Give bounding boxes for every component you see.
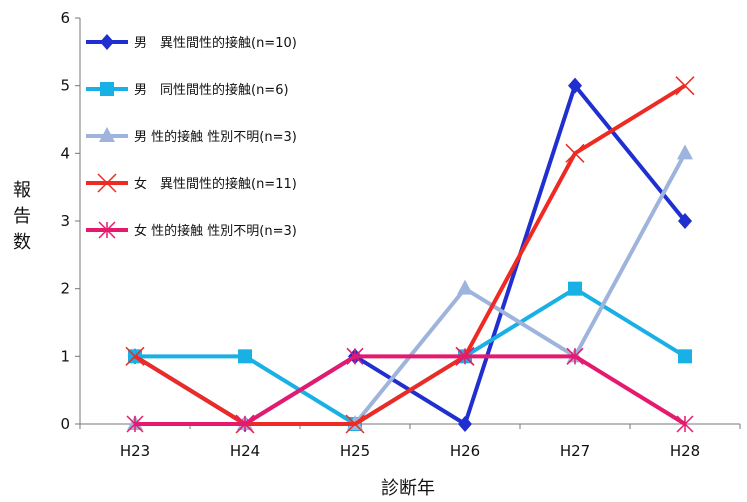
data-point-marker (676, 415, 694, 433)
series-line (133, 83, 687, 426)
data-point-marker (568, 281, 582, 296)
x-tick-label: H26 (450, 442, 480, 460)
data-point-marker (565, 143, 585, 163)
y-tick-label: 1 (60, 347, 70, 365)
data-point-marker (236, 415, 254, 433)
data-point-marker (125, 346, 145, 366)
x-tick-label: H28 (670, 442, 700, 460)
legend-entry: 男 同性間性的接触(n=6) (86, 82, 289, 98)
y-tick-label: 5 (60, 77, 70, 95)
x-tick-label: H27 (560, 442, 590, 460)
series-line (135, 152, 687, 426)
data-point-marker (458, 416, 472, 432)
data-point-marker (99, 127, 115, 142)
data-point-marker (678, 213, 692, 229)
data-point-marker (675, 76, 695, 96)
data-point-marker (566, 347, 584, 365)
legend-label: 女 異性間性的接触(n=11) (134, 176, 297, 192)
legend: 男 異性間性的接触(n=10) 男 同性間性的接触(n=6) 男 性的接触 性別不明… (86, 34, 297, 239)
data-point-marker (97, 173, 117, 193)
data-point-marker (98, 221, 116, 239)
data-point-marker (126, 415, 144, 433)
data-point-marker (456, 347, 474, 365)
x-tick-label: H25 (340, 442, 370, 460)
y-tick-label: 6 (60, 9, 70, 27)
legend-entry: 男 異性間性的接触(n=10) (86, 34, 297, 51)
data-point-marker (100, 82, 114, 96)
legend-label: 男 同性間性的接触(n=6) (134, 82, 289, 98)
y-axis-title-char: 数 (13, 232, 31, 253)
y-axis-title-char: 告 (13, 206, 31, 227)
series-5 (126, 347, 694, 433)
legend-label: 男 性的接触 性別不明(n=3) (134, 129, 297, 145)
data-point-marker (568, 77, 582, 94)
y-axis-title-char: 報 (13, 180, 31, 201)
x-tick-label: H23 (120, 442, 150, 460)
legend-entry: 女 異性間性的接触(n=11) (86, 173, 297, 193)
y-tick-label: 0 (60, 415, 70, 433)
series-line (135, 354, 687, 426)
data-point-marker (238, 349, 252, 364)
x-tick-label: H24 (230, 442, 260, 460)
legend-label: 女 性的接触 性別不明(n=3) (134, 223, 297, 239)
y-axis-title: 報告数 (13, 180, 31, 253)
y-tick-label: 4 (60, 144, 70, 162)
data-point-marker (346, 347, 364, 365)
legend-entry: 女 性的接触 性別不明(n=3) (86, 221, 297, 239)
data-point-marker (678, 349, 692, 364)
data-point-marker (345, 414, 365, 434)
data-point-marker (100, 34, 114, 50)
data-point-marker (677, 144, 693, 160)
y-tick-label: 3 (60, 212, 70, 230)
y-tick-label: 2 (60, 280, 70, 298)
x-axis-title: 診断年 (381, 478, 435, 499)
legend-label: 男 異性間性的接触(n=10) (134, 35, 297, 51)
data-point-marker (457, 279, 473, 295)
legend-entry: 男 性的接触 性別不明(n=3) (86, 127, 297, 145)
series-layer (125, 76, 695, 434)
